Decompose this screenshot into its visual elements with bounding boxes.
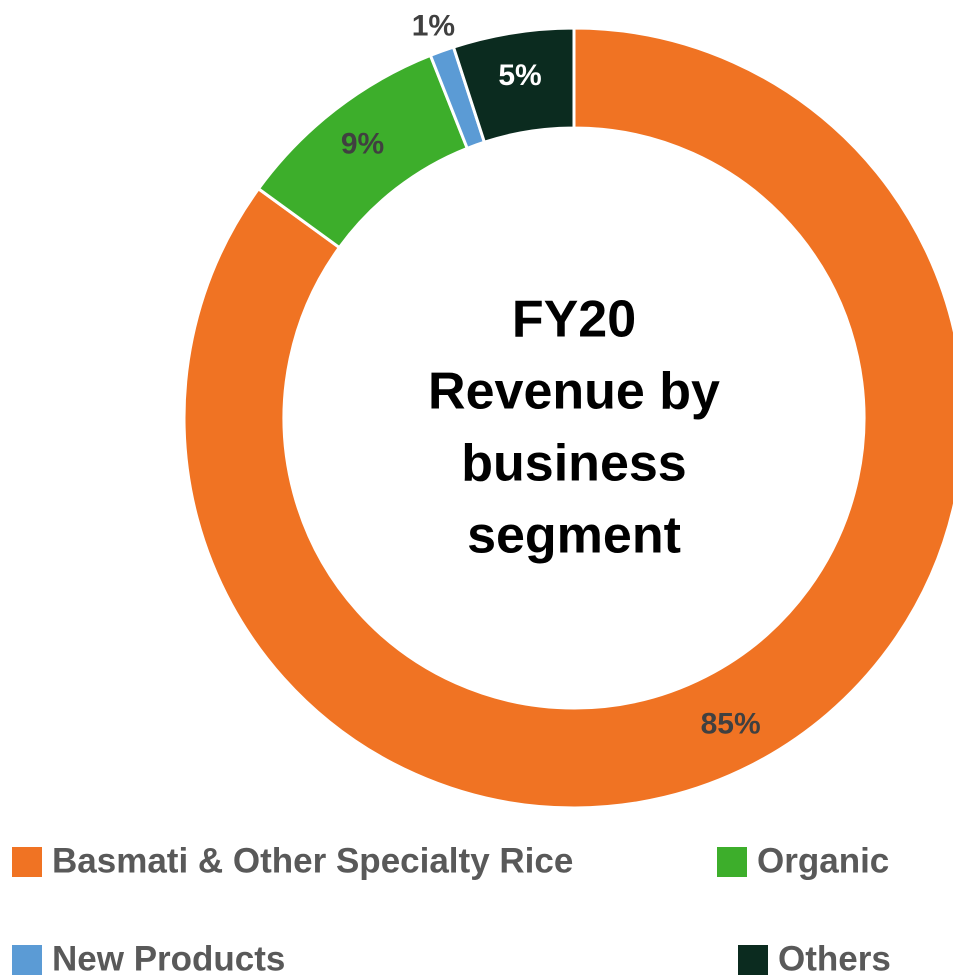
legend-swatch [717,847,747,877]
donut-segment [182,26,953,810]
chart-title: segment [467,507,681,565]
legend-label: Basmati & Other Specialty Rice [52,841,573,880]
data-label: 85% [701,707,761,740]
chart-title: Revenue by [428,363,720,421]
chart-title: business [461,435,686,493]
data-label: 1% [412,9,455,42]
legend-label: Others [778,939,891,978]
chart-title: FY20 [512,291,636,349]
legend-swatch [12,945,42,975]
donut-segment [451,26,576,145]
legend-swatch [738,945,768,975]
legend-swatch [12,847,42,877]
data-label: 9% [341,127,384,160]
legend-label: Organic [757,841,889,880]
legend-label: New Products [52,939,285,978]
data-label: 5% [498,59,541,92]
